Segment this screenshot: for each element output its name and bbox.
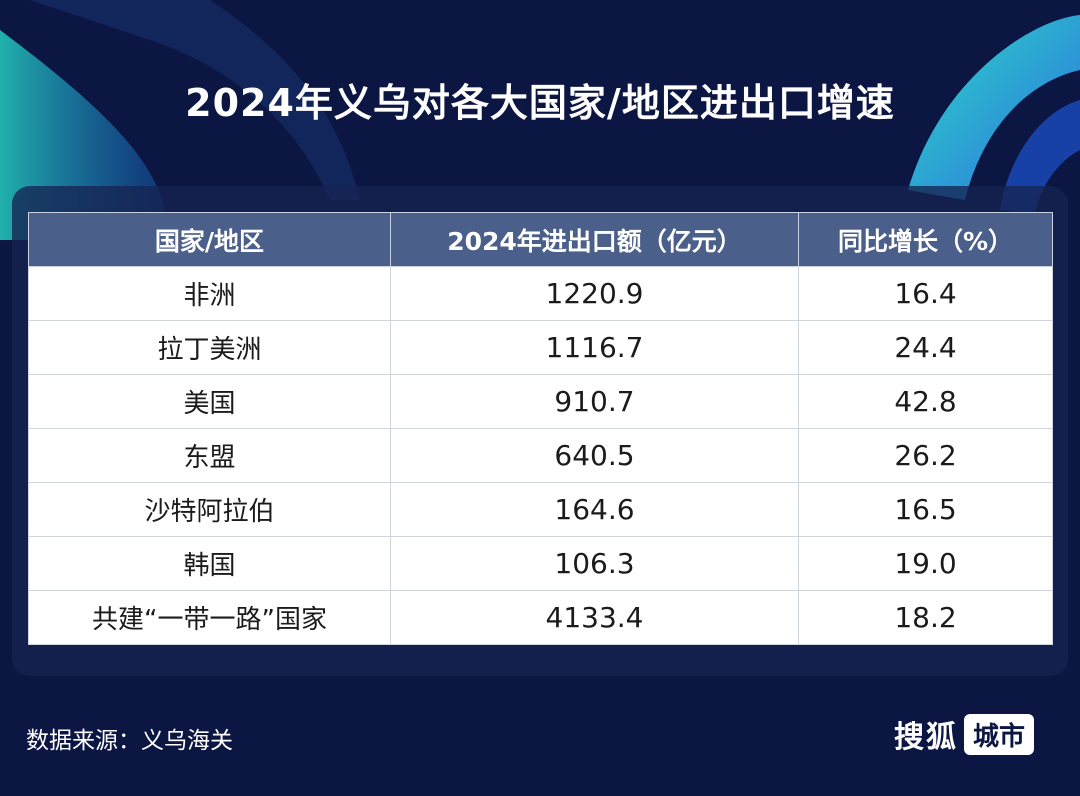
column-header-region: 国家/地区 bbox=[28, 212, 391, 267]
cell-value: 640.5 bbox=[390, 428, 799, 483]
data-source-note: 数据来源：义乌海关 bbox=[26, 728, 233, 754]
table-row: 拉丁美洲 1116.7 24.4 bbox=[28, 320, 1053, 375]
cell-value: 4133.4 bbox=[390, 590, 799, 645]
data-table: 国家/地区 2024年进出口额（亿元） 同比增长（%） 非洲 1220.9 16… bbox=[28, 212, 1053, 645]
left-dark-arc-shape bbox=[30, 0, 360, 200]
column-header-value: 2024年进出口额（亿元） bbox=[390, 212, 799, 267]
cell-growth: 19.0 bbox=[798, 536, 1053, 591]
table-row: 沙特阿拉伯 164.6 16.5 bbox=[28, 482, 1053, 537]
cell-region: 东盟 bbox=[28, 428, 391, 483]
cell-growth: 26.2 bbox=[798, 428, 1053, 483]
cell-growth: 16.5 bbox=[798, 482, 1053, 537]
cell-growth: 18.2 bbox=[798, 590, 1053, 645]
cell-growth: 16.4 bbox=[798, 266, 1053, 321]
table-row: 韩国 106.3 19.0 bbox=[28, 536, 1053, 591]
table-row: 共建“一带一路”国家 4133.4 18.2 bbox=[28, 590, 1053, 645]
cell-value: 1116.7 bbox=[390, 320, 799, 375]
table-row: 美国 910.7 42.8 bbox=[28, 374, 1053, 429]
cell-value: 910.7 bbox=[390, 374, 799, 429]
cell-value: 164.6 bbox=[390, 482, 799, 537]
cell-region: 共建“一带一路”国家 bbox=[28, 590, 391, 645]
cell-growth: 42.8 bbox=[798, 374, 1053, 429]
brand-logo: 搜狐 城市 bbox=[894, 713, 1035, 755]
cell-region: 拉丁美洲 bbox=[28, 320, 391, 375]
cell-region: 美国 bbox=[28, 374, 391, 429]
brand-name: 搜狐 bbox=[894, 720, 958, 755]
table-header-row: 国家/地区 2024年进出口额（亿元） 同比增长（%） bbox=[28, 212, 1053, 267]
cell-value: 106.3 bbox=[390, 536, 799, 591]
column-header-growth: 同比增长（%） bbox=[798, 212, 1053, 267]
cell-region: 沙特阿拉伯 bbox=[28, 482, 391, 537]
cell-value: 1220.9 bbox=[390, 266, 799, 321]
brand-tag: 城市 bbox=[964, 713, 1035, 755]
table-row: 非洲 1220.9 16.4 bbox=[28, 266, 1053, 321]
cell-growth: 24.4 bbox=[798, 320, 1053, 375]
table-row: 东盟 640.5 26.2 bbox=[28, 428, 1053, 483]
cell-region: 韩国 bbox=[28, 536, 391, 591]
right-ring-shape bbox=[908, 15, 1080, 200]
cell-region: 非洲 bbox=[28, 266, 391, 321]
page-title: 2024年义乌对各大国家/地区进出口增速 bbox=[185, 81, 895, 125]
